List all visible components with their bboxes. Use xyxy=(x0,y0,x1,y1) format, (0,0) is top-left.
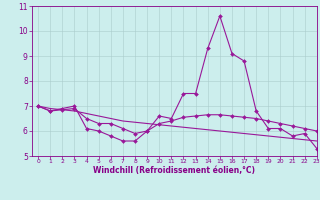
X-axis label: Windchill (Refroidissement éolien,°C): Windchill (Refroidissement éolien,°C) xyxy=(93,166,255,175)
